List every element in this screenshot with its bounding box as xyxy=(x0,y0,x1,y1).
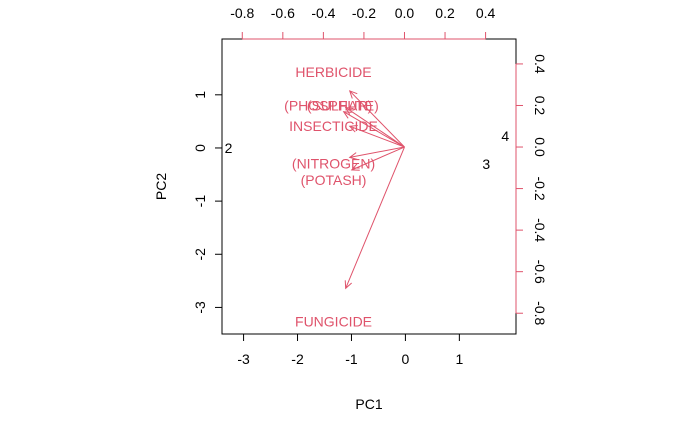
variable-label: (NITROGEN) xyxy=(292,156,375,172)
top-tick-label: 0.2 xyxy=(435,5,455,21)
top-tick-label: 0.4 xyxy=(476,5,496,21)
right-tick-label: 0.4 xyxy=(532,54,548,74)
variable-label: FUNGICIDE xyxy=(295,313,372,329)
variable-arrowhead xyxy=(348,152,358,160)
right-tick-label: 0.0 xyxy=(532,137,548,157)
variable-arrowhead xyxy=(348,90,358,99)
variable-arrowhead xyxy=(350,163,360,171)
observation-label: 3 xyxy=(482,156,490,172)
top-tick-label: 0.0 xyxy=(395,5,415,21)
right-tick-label: 0.2 xyxy=(532,96,548,116)
variable-label: (POTASH) xyxy=(301,172,367,188)
x-axis-label: PC1 xyxy=(355,396,382,412)
variable-arrowhead xyxy=(344,280,352,290)
bottom-tick-label: 0 xyxy=(402,351,410,367)
chart-axes: -3 -2 -1 0 1 -3 -2 -1 0 1 -0.8 -0.6 -0.4 -0.2 0.0 0.2 0.… xyxy=(192,5,548,367)
left-tick-label: -2 xyxy=(192,248,208,261)
variable-arrow xyxy=(349,146,405,158)
variable-arrow xyxy=(343,111,405,148)
variable-arrow xyxy=(345,107,405,148)
variable-label: (SULFUR) xyxy=(307,97,372,113)
variable-arrow xyxy=(351,146,405,171)
observation-label: 4 xyxy=(501,128,509,144)
top-tick-label: -0.6 xyxy=(271,5,295,21)
left-tick-label: -1 xyxy=(192,195,208,208)
left-tick-label: 0 xyxy=(192,144,208,152)
bottom-tick-label: 1 xyxy=(455,351,463,367)
top-tick-label: -0.4 xyxy=(311,5,335,21)
chart-marks: HERBICIDE (PHOSPHATE)(SULFUR) INSECTICIDE (… xyxy=(225,64,510,329)
left-tick-label: -3 xyxy=(192,301,208,314)
right-tick-label: -0.2 xyxy=(532,177,548,201)
variable-arrowhead xyxy=(342,111,352,119)
bottom-tick-label: -3 xyxy=(237,351,250,367)
left-tick-label: 1 xyxy=(192,91,208,99)
right-tick-label: -0.4 xyxy=(532,218,548,242)
variable-label: HERBICIDE xyxy=(295,64,371,80)
bottom-tick-label: -2 xyxy=(291,351,304,367)
variable-arrow xyxy=(349,125,405,148)
variable-arrow xyxy=(349,90,405,148)
variable-label: INSECTICIDE xyxy=(289,118,378,134)
variable-arrowhead xyxy=(348,125,358,133)
y-axis-label: PC2 xyxy=(153,173,169,200)
plot-frame xyxy=(221,38,517,335)
variable-arrow xyxy=(345,146,405,289)
observation-label: 2 xyxy=(225,140,233,156)
bottom-tick-label: -1 xyxy=(345,351,358,367)
right-tick-label: -0.6 xyxy=(532,260,548,284)
top-tick-label: -0.2 xyxy=(352,5,376,21)
variable-label: (PHOSPHATE) xyxy=(284,97,379,113)
right-tick-label: -0.8 xyxy=(532,301,548,325)
top-tick-label: -0.8 xyxy=(230,5,254,21)
